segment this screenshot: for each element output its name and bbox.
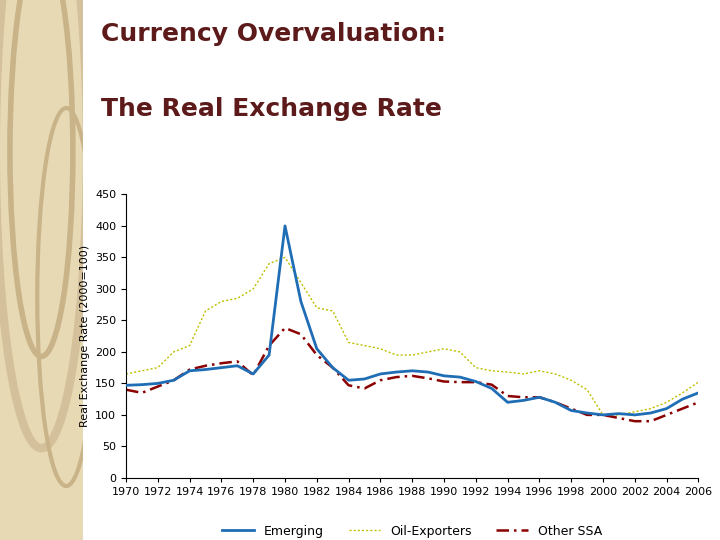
Text: The Real Exchange Rate: The Real Exchange Rate	[101, 97, 441, 121]
Legend: Emerging, Oil-Exporters, Other SSA: Emerging, Oil-Exporters, Other SSA	[217, 519, 607, 540]
Y-axis label: Real Exchange Rate (2000=100): Real Exchange Rate (2000=100)	[80, 245, 89, 427]
Text: Currency Overvaluation:: Currency Overvaluation:	[101, 22, 446, 45]
